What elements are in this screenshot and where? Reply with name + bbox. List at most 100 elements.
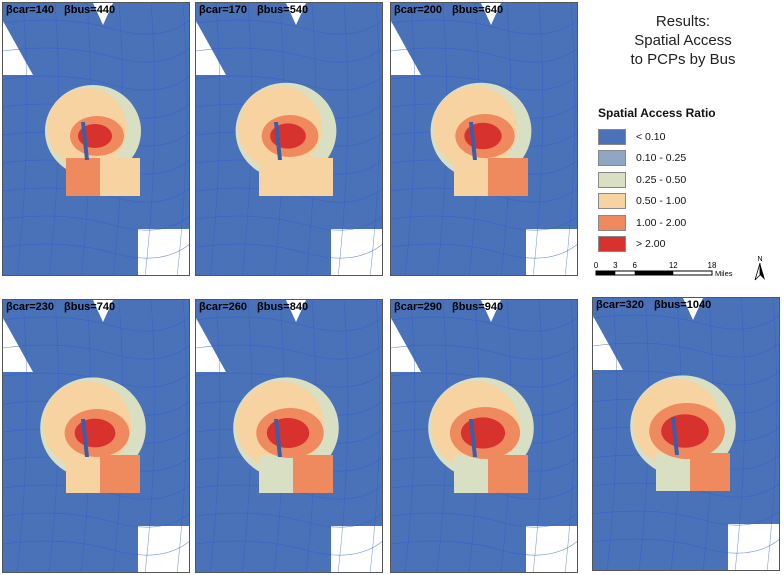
no-data-area <box>331 526 382 572</box>
region-block <box>690 453 730 491</box>
boundary-line <box>391 540 577 556</box>
panel-label: βcar=200 βbus=640 <box>394 4 513 16</box>
panel-label: βcar=320 βbus=1040 <box>596 299 721 311</box>
legend-label: 1.00 - 2.00 <box>636 216 687 229</box>
legend-label: > 2.00 <box>636 238 666 251</box>
boundary-line <box>391 344 577 360</box>
no-data-area <box>526 526 577 572</box>
map-canvas <box>593 298 779 570</box>
boundary-line <box>593 342 779 358</box>
beta-car-label: βcar=140 <box>6 4 55 16</box>
legend-label: 0.25 - 0.50 <box>636 173 687 186</box>
boundary-line <box>3 75 189 91</box>
north-label: N <box>757 256 762 263</box>
boundary-line <box>734 298 746 570</box>
region-core <box>74 418 116 448</box>
boundary-line <box>766 298 778 570</box>
boundary-line <box>3 243 189 259</box>
legend-swatch <box>598 193 626 210</box>
legend-item: 0.50 - 1.00 <box>598 191 716 213</box>
river-feature <box>274 419 282 457</box>
boundary-line <box>391 47 577 63</box>
legend-item: 0.10 - 0.25 <box>598 148 716 170</box>
boundary-line <box>606 298 618 570</box>
scale-tick-label: 3 <box>613 261 618 270</box>
boundary-line <box>391 484 577 500</box>
region-block <box>100 158 140 196</box>
region-block <box>66 455 101 493</box>
legend: Spatial Access Ratio < 0.10 0.10 - 0.25 … <box>598 106 716 255</box>
north-arrow-left-half <box>754 262 761 281</box>
beta-car-label: βcar=320 <box>596 299 645 311</box>
boundary-line <box>196 344 382 360</box>
boundary-line <box>196 243 382 259</box>
boundary-line <box>176 3 188 275</box>
beta-bus-label: βbus=740 <box>64 301 116 313</box>
beta-car-label: βcar=230 <box>6 301 55 313</box>
no-data-area <box>526 229 577 275</box>
region-block <box>293 455 333 493</box>
no-data-area <box>683 298 703 320</box>
map-panel-2: βcar=170 βbus=540 <box>195 2 383 276</box>
boundary-line <box>3 512 189 528</box>
boundary-line <box>3 540 189 556</box>
map-canvas <box>3 300 189 572</box>
boundary-line <box>593 314 779 330</box>
panel-label: βcar=140 βbus=440 <box>6 4 125 16</box>
region-block <box>454 158 489 196</box>
panel-label: βcar=230 βbus=740 <box>6 301 125 313</box>
panel-label: βcar=260 βbus=840 <box>199 301 318 313</box>
beta-bus-label: βbus=640 <box>452 4 504 16</box>
no-data-area <box>3 21 33 75</box>
boundary-line <box>391 243 577 259</box>
scale-tick-label: 18 <box>708 261 717 270</box>
boundary-line <box>369 3 381 275</box>
beta-car-label: βcar=260 <box>199 301 248 313</box>
boundary-line <box>532 300 544 572</box>
scale-tick-label: 0 <box>594 261 599 270</box>
panel-label: βcar=290 βbus=940 <box>394 301 513 313</box>
map-panel-4: βcar=230 βbus=740 <box>2 299 190 573</box>
scale-bar-segment <box>596 271 616 275</box>
region-block <box>488 455 528 493</box>
beta-car-label: βcar=200 <box>394 4 443 16</box>
beta-bus-label: βbus=940 <box>452 301 504 313</box>
north-arrow-icon: N <box>754 256 765 281</box>
map-canvas <box>196 300 382 572</box>
boundary-line <box>532 3 544 275</box>
region-block <box>293 158 333 196</box>
region-block <box>259 158 294 196</box>
no-data-area <box>481 300 501 322</box>
no-data-area <box>196 21 226 75</box>
region-core <box>661 414 709 448</box>
no-data-area <box>391 318 421 372</box>
legend-label: < 0.10 <box>636 130 666 143</box>
legend-swatch <box>598 236 626 253</box>
region-block <box>100 455 140 493</box>
boundary-line <box>196 316 382 332</box>
boundary-line <box>593 482 779 498</box>
title-line-1: Results: <box>655 13 711 30</box>
boundary-line <box>3 187 189 203</box>
river-feature <box>469 419 477 457</box>
no-data-area <box>481 3 501 25</box>
boundary-line <box>16 300 28 572</box>
no-data-area <box>593 316 623 370</box>
no-data-area <box>728 524 779 570</box>
river-feature <box>274 122 282 160</box>
panel-label: βcar=170 βbus=540 <box>199 4 318 16</box>
boundary-line <box>391 19 577 35</box>
boundary-line <box>369 300 381 572</box>
no-data-area <box>331 229 382 275</box>
boundary-line <box>196 75 382 91</box>
boundary-line <box>176 300 188 572</box>
map-panel-7: βcar=320 βbus=1040 <box>592 297 780 571</box>
map-canvas <box>391 3 577 275</box>
boundary-line <box>3 215 189 231</box>
boundary-line <box>3 19 189 35</box>
boundary-line <box>337 3 349 275</box>
boundary-line <box>391 512 577 528</box>
no-data-area <box>138 526 189 572</box>
beta-bus-label: βbus=540 <box>257 4 309 16</box>
region-block <box>66 158 101 196</box>
